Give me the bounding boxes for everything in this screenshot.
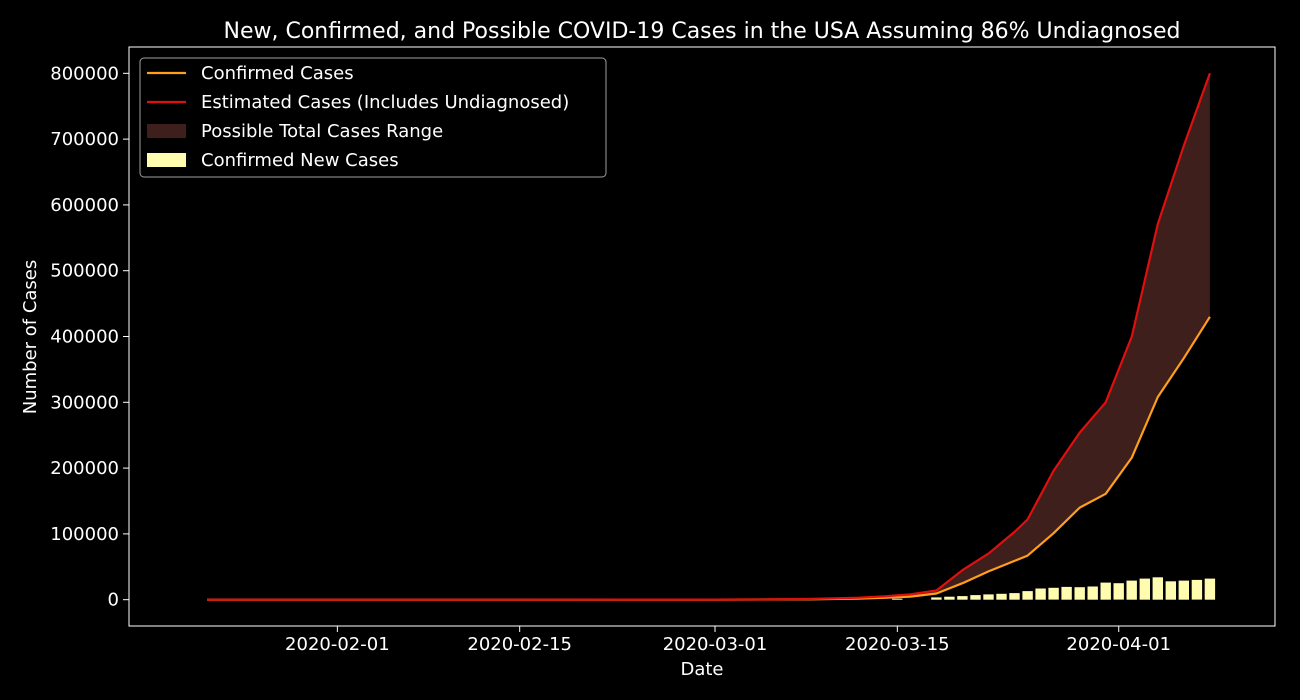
new-cases-bar — [944, 596, 955, 600]
legend: Confirmed Cases Estimated Cases (Includes… — [139, 57, 607, 178]
x-tick-label: 2020-04-01 — [1066, 634, 1171, 655]
legend-label: Confirmed New Cases — [201, 150, 399, 171]
y-tick-label: 400000 — [50, 327, 119, 348]
legend-label: Possible Total Cases Range — [201, 121, 443, 142]
legend-patch-swatch — [147, 124, 186, 138]
new-cases-bar — [1048, 587, 1059, 600]
y-tick-label: 300000 — [50, 392, 119, 413]
estimated-cases-line — [207, 72, 1211, 601]
chart-title: New, Confirmed, and Possible COVID-19 Ca… — [224, 19, 1181, 44]
plot-area — [207, 72, 1216, 601]
new-cases-bar — [1113, 583, 1124, 600]
y-tick-label: 0 — [108, 590, 119, 611]
y-tick-label: 700000 — [50, 129, 119, 150]
new-cases-bar — [1100, 582, 1111, 600]
new-cases-bar — [1152, 577, 1163, 600]
new-cases-bar — [1139, 578, 1150, 600]
new-cases-bar — [957, 596, 968, 600]
x-tick-label: 2020-02-15 — [467, 634, 572, 655]
new-cases-bar — [1178, 580, 1189, 600]
new-cases-bar — [1087, 586, 1098, 600]
new-cases-bar — [1061, 586, 1072, 600]
new-cases-bar — [1074, 587, 1085, 600]
new-cases-bar — [931, 597, 942, 600]
axes: 0 100000 200000 300000 400000 500000 600000 700… — [50, 46, 1276, 655]
y-tick-label: 200000 — [50, 458, 119, 479]
new-cases-bar — [1126, 580, 1137, 600]
x-tick-label: 2020-03-01 — [663, 634, 768, 655]
y-axis-label: Number of Cases — [20, 260, 41, 415]
new-cases-bar — [1035, 588, 1046, 600]
y-tick-label: 100000 — [50, 524, 119, 545]
y-tick-label: 800000 — [50, 63, 119, 84]
new-cases-bar — [1191, 579, 1203, 600]
legend-item: Possible Total Cases Range — [147, 121, 443, 142]
new-cases-bar — [983, 594, 994, 600]
y-tick-label: 500000 — [50, 261, 119, 282]
new-cases-bar — [1009, 593, 1020, 600]
legend-label: Estimated Cases (Includes Undiagnosed) — [201, 92, 569, 113]
legend-box — [139, 57, 607, 178]
new-cases-bar — [1022, 591, 1033, 600]
new-cases-bar — [1204, 578, 1216, 600]
y-tick-label: 600000 — [50, 195, 119, 216]
new-cases-bar — [996, 593, 1007, 600]
legend-item: Confirmed Cases — [147, 63, 354, 84]
legend-item: Confirmed New Cases — [147, 150, 399, 171]
legend-patch-swatch — [147, 153, 186, 167]
new-cases-bar — [1165, 581, 1176, 600]
x-axis-label: Date — [680, 659, 723, 680]
new-cases-bar — [970, 595, 981, 600]
x-tick-label: 2020-02-01 — [285, 634, 390, 655]
x-tick-label: 2020-03-15 — [845, 634, 950, 655]
new-cases-bar — [892, 598, 903, 600]
legend-label: Confirmed Cases — [201, 63, 354, 84]
legend-item: Estimated Cases (Includes Undiagnosed) — [147, 92, 569, 113]
